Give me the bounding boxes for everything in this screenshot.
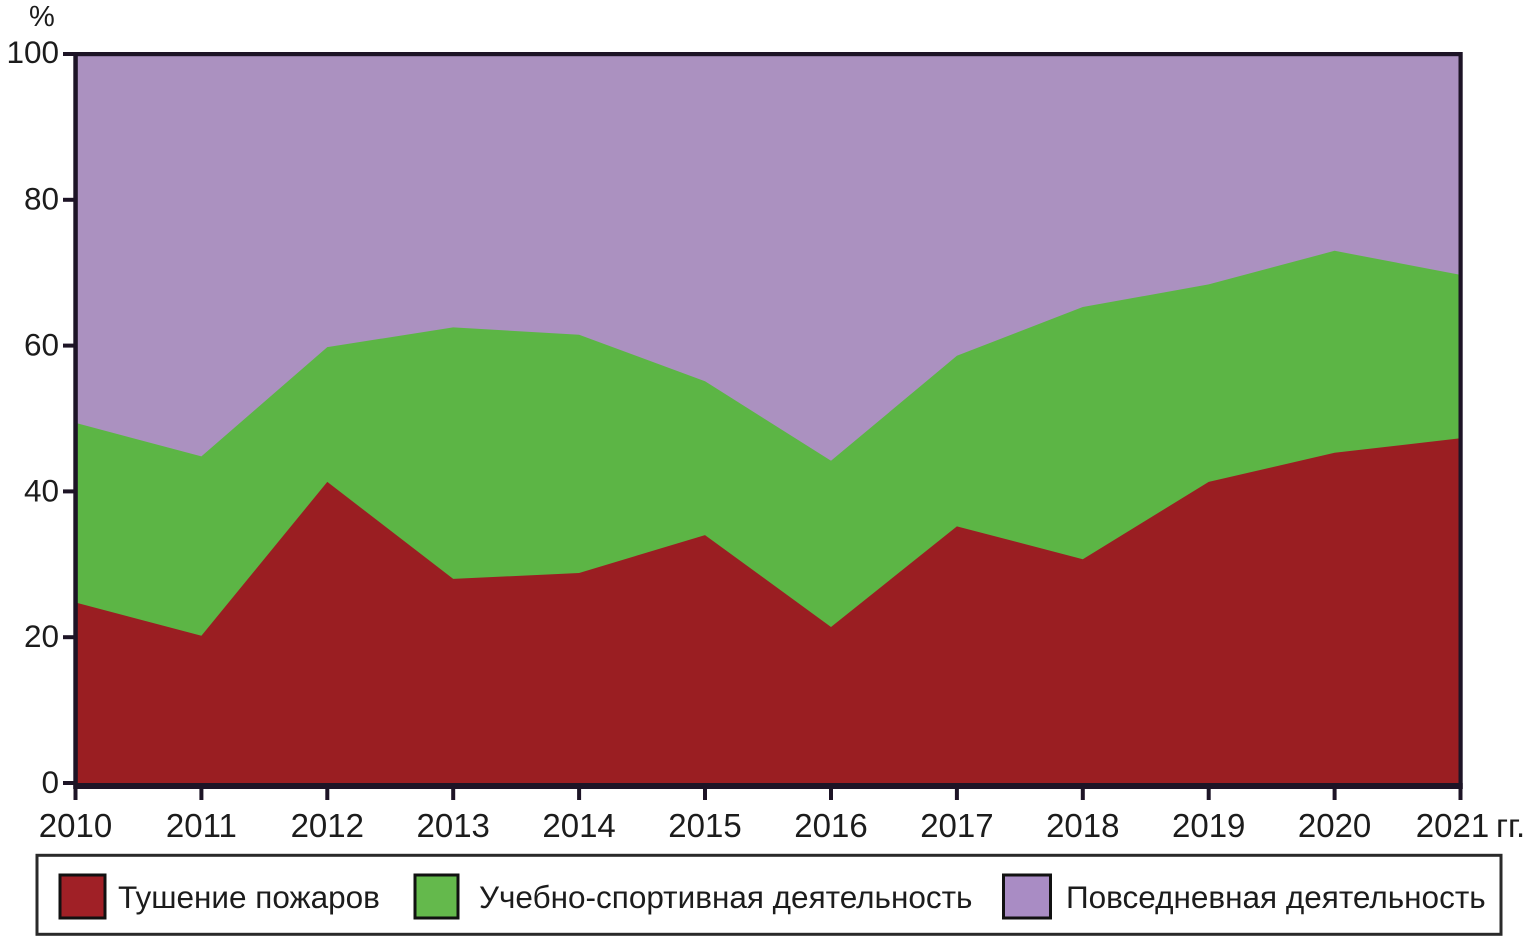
svg-text:2016: 2016: [794, 807, 867, 844]
svg-text:100: 100: [6, 34, 59, 70]
svg-text:гг.: гг.: [1496, 807, 1525, 844]
svg-text:2020: 2020: [1298, 807, 1371, 844]
svg-text:2021: 2021: [1416, 807, 1489, 844]
svg-text:%: %: [29, 1, 55, 33]
svg-text:2013: 2013: [416, 807, 489, 844]
svg-text:2017: 2017: [920, 807, 993, 844]
svg-text:2015: 2015: [668, 807, 741, 844]
svg-text:20: 20: [24, 618, 59, 654]
svg-text:40: 40: [24, 473, 59, 509]
svg-text:Тушение пожаров: Тушение пожаров: [118, 879, 380, 915]
svg-text:2011: 2011: [166, 807, 237, 844]
svg-text:Учебно-спортивная деятельность: Учебно-спортивная деятельность: [479, 879, 972, 915]
svg-text:2018: 2018: [1046, 807, 1119, 844]
svg-text:2019: 2019: [1172, 807, 1245, 844]
svg-text:2014: 2014: [542, 807, 615, 844]
svg-text:0: 0: [41, 764, 59, 800]
svg-text:2012: 2012: [291, 807, 364, 844]
svg-text:Повседневная деятельность: Повседневная деятельность: [1066, 879, 1486, 915]
svg-text:80: 80: [24, 181, 59, 217]
svg-text:60: 60: [24, 327, 59, 363]
svg-text:2010: 2010: [39, 807, 112, 844]
